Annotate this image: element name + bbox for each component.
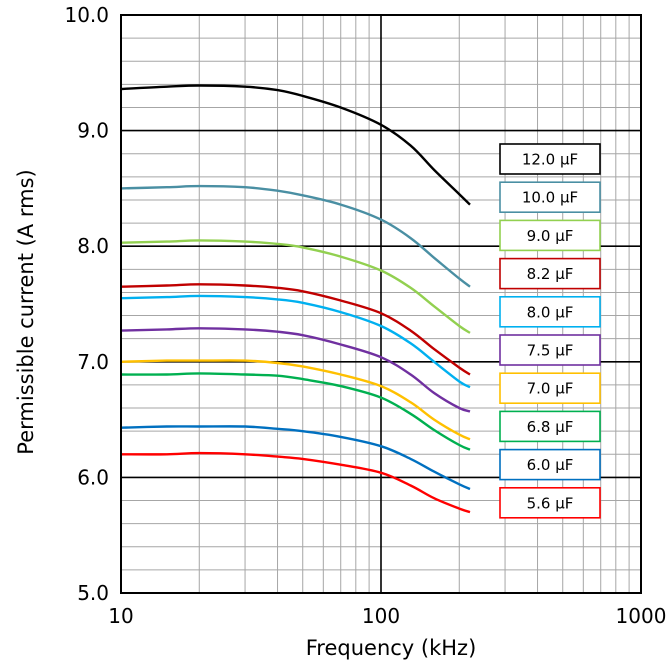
x-tick-label: 1000: [616, 604, 667, 628]
legend-label: 5.6 μF: [527, 494, 574, 512]
legend-swatch-box: [499, 143, 601, 175]
series-line: [120, 327, 471, 413]
y-tick-label: 9.0: [77, 119, 109, 143]
legend-label: 12.0 μF: [522, 151, 578, 169]
x-axis-title: Frequency (kHz): [306, 636, 477, 660]
legend-swatch-box: [499, 334, 601, 366]
series-line: [120, 84, 471, 206]
x-tick-label: 10: [108, 604, 133, 628]
legend-label: 10.0 μF: [522, 189, 578, 207]
series-line: [120, 239, 471, 334]
legend-swatch-box: [499, 410, 601, 443]
legend-swatch-box: [499, 219, 601, 252]
legend-label: 8.0 μF: [527, 303, 574, 321]
legend-entry: 5.6 μF: [499, 486, 601, 519]
x-tick-labels: 10 100 1000: [108, 604, 666, 628]
series-lines: [120, 84, 471, 514]
legend-swatch-box: [499, 257, 601, 290]
legend-entry: 7.5 μF: [499, 334, 601, 366]
legend-entry: 6.8 μF: [499, 410, 601, 443]
x-tick-label: 100: [362, 604, 400, 628]
legend-entry: 8.0 μF: [499, 295, 601, 328]
legend-entry: 7.0 μF: [499, 372, 601, 405]
legend-swatch-box: [499, 486, 601, 519]
legend-swatch-box: [499, 295, 601, 328]
legend-label: 6.0 μF: [527, 456, 574, 474]
legend-swatch-box: [499, 181, 601, 213]
series-line: [120, 372, 471, 451]
y-tick-label: 6.0: [77, 465, 109, 489]
legend-swatch-box: [499, 448, 601, 481]
y-tick-label: 7.0: [77, 350, 109, 374]
legend-entry: 6.0 μF: [499, 448, 601, 481]
y-tick-label: 10.0: [64, 3, 109, 27]
legend-entry: 8.2 μF: [499, 257, 601, 290]
y-tick-label: 5.0: [77, 581, 109, 605]
legend-entry: 9.0 μF: [499, 219, 601, 252]
legend-swatch-box: [499, 372, 601, 405]
series-line: [120, 359, 471, 441]
legend-label: 9.0 μF: [527, 227, 574, 245]
legend-label: 7.0 μF: [527, 380, 574, 398]
legend-label: 6.8 μF: [527, 418, 574, 436]
series-line: [120, 294, 471, 389]
legend-label: 7.5 μF: [527, 342, 574, 360]
legend-entry: 10.0 μF: [499, 181, 601, 213]
y-axis-title: Permissible current (A rms): [14, 169, 38, 454]
series-line: [120, 451, 471, 514]
series-line: [120, 425, 471, 491]
legend: 12.0 μF 10.0 μF 9.0 μF 8.2 μF 8.0 μF 7.5 μF 7.…: [499, 143, 601, 519]
series-line: [120, 184, 471, 288]
y-tick-labels: 5.0 6.0 7.0 8.0 9.0 10.0: [64, 3, 109, 605]
plot-frame: [120, 14, 642, 594]
legend-entry: 12.0 μF: [499, 143, 601, 175]
legend-label: 8.2 μF: [527, 265, 574, 283]
y-tick-label: 8.0: [77, 234, 109, 258]
series-line: [120, 283, 471, 376]
